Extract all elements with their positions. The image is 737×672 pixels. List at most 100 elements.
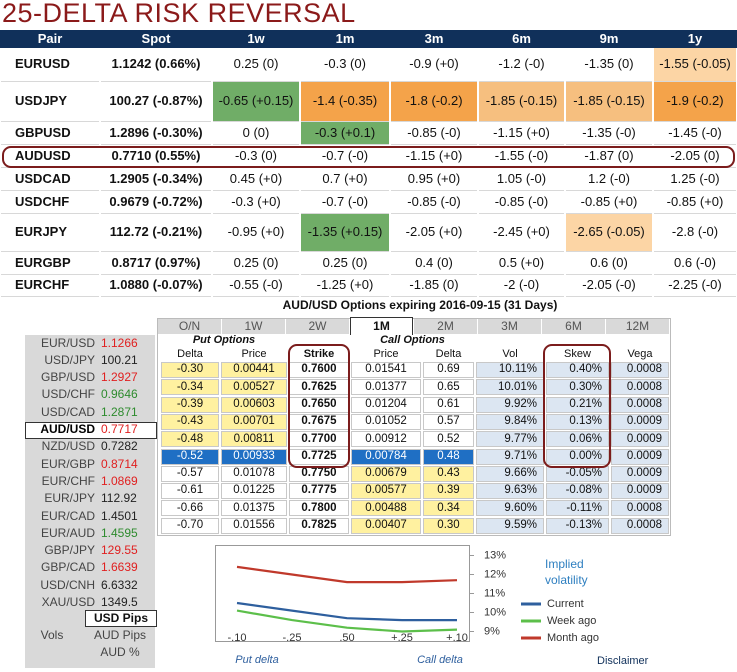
rr-value: -1.87 (0) [566, 145, 652, 168]
y-tick-label: 11% [484, 587, 505, 599]
rate-pair[interactable]: GBP/CAD [40, 560, 95, 575]
options-panel [157, 318, 671, 536]
rr-value: -0.7 (-0) [301, 191, 389, 214]
rate-value: 0.8714 [101, 456, 138, 471]
x-tick-label: -.25 [283, 632, 302, 644]
option-value: 0.69 [423, 362, 474, 378]
option-value: 9.66% [476, 465, 544, 482]
rate-pair[interactable]: EUR/AUD [40, 525, 95, 540]
option-value: 0.57 [423, 413, 474, 430]
rr-value: 1.25 (-0) [654, 168, 736, 191]
expiry-tab[interactable]: 3M [478, 319, 541, 334]
group-header: Call Options [380, 334, 445, 347]
x-axis-label: Call delta [417, 654, 463, 666]
expiry-tab[interactable]: 2M [414, 319, 477, 334]
option-value: 0.0009 [611, 483, 669, 500]
rate-pair[interactable]: AUD/USD [40, 422, 95, 437]
option-value: 0.00527 [221, 379, 287, 396]
rate-pair[interactable]: EUR/USD [40, 335, 95, 350]
strike-highlight [288, 344, 350, 468]
rr-value: -1.35 (+0.15) [301, 214, 389, 252]
rate-value: 1.4501 [101, 508, 138, 523]
option-value: -0.13% [546, 517, 609, 534]
option-value: 9.63% [476, 483, 544, 500]
option-value: 0.0008 [611, 500, 669, 517]
option-value: -0.70 [161, 517, 219, 534]
pair-label: EURCHF [1, 275, 99, 297]
option-value: 0.48 [423, 448, 474, 465]
legend-label: Month ago [547, 632, 599, 644]
expiry-tab[interactable]: 12M [606, 319, 669, 334]
rate-pair[interactable]: EUR/CAD [40, 508, 95, 523]
column-header: Pair [0, 30, 100, 48]
vols-label[interactable]: Vols [40, 627, 64, 642]
rate-pair[interactable]: NZD/USD [41, 439, 95, 454]
column-header: Price [241, 348, 267, 361]
option-value: 0.0009 [611, 431, 669, 448]
x-tick-label: .50 [339, 632, 354, 644]
option-value: 0.00933 [221, 448, 287, 465]
option-value: 0.00603 [221, 396, 287, 413]
rate-pair[interactable]: USD/CAD [40, 404, 95, 419]
rr-value: -0.85 (-0) [391, 191, 477, 214]
option-value: 0.13% [546, 413, 609, 430]
option-value: 0.61 [423, 396, 474, 413]
rr-value: -1.25 (+0) [301, 275, 389, 297]
rate-pair[interactable]: USD/JPY [44, 352, 95, 367]
rr-value: 0 (0) [213, 122, 299, 145]
unit-option[interactable]: AUD % [100, 644, 140, 659]
rr-value: -2.05 (+0) [391, 214, 477, 252]
rate-pair[interactable]: USD/CHF [41, 387, 95, 402]
rate-pair[interactable]: EUR/JPY [44, 491, 95, 506]
rr-value: 112.72 (-0.21%) [101, 214, 211, 252]
column-header: 6m [478, 30, 565, 48]
rate-pair[interactable]: XAU/USD [41, 595, 95, 610]
expiry-tab[interactable]: 1W [222, 319, 285, 334]
rr-value: -0.85 (-0) [391, 122, 477, 145]
expiry-tab[interactable]: 1M [350, 317, 413, 335]
pair-label: EURGBP [1, 252, 99, 275]
rr-value: 0.6 (0) [566, 252, 652, 275]
rr-value: -2 (-0) [479, 275, 564, 297]
option-value: -0.08% [546, 483, 609, 500]
disclaimer-link[interactable]: Disclaimer [597, 655, 649, 667]
option-value: 0.39 [423, 483, 474, 500]
rate-pair[interactable]: EUR/GBP [40, 456, 95, 471]
expiry-tab[interactable]: 2W [286, 319, 349, 334]
option-value: -0.43 [161, 413, 219, 430]
unit-option[interactable]: USD Pips [85, 610, 157, 627]
option-value: -0.52 [161, 448, 219, 465]
column-header: Skew [564, 348, 591, 361]
rr-value: 0.25 (0) [213, 252, 299, 275]
rate-pair[interactable]: USD/CNH [40, 577, 95, 592]
rate-pair[interactable]: EUR/CHF [41, 473, 95, 488]
rr-value: 100.27 (-0.87%) [101, 82, 211, 122]
rr-value: 0.45 (+0) [213, 168, 299, 191]
rate-value: 1.2927 [101, 370, 138, 385]
rr-value: 0.7 (+0) [301, 168, 389, 191]
column-header: Vol [502, 348, 518, 361]
option-value: 0.7650 [289, 396, 349, 413]
selected-rate [25, 421, 157, 439]
rate-pair[interactable]: GBP/JPY [44, 543, 95, 558]
rr-value: -0.85 (-0) [479, 191, 564, 214]
expiry-tab[interactable]: O/N [158, 319, 221, 334]
expiry-tab[interactable]: 6M [542, 319, 605, 334]
rr-value: -0.55 (-0) [213, 275, 299, 297]
option-value: 0.00811 [221, 431, 287, 448]
group-header: Put Options [192, 334, 256, 347]
rate-value: 112.92 [101, 491, 137, 506]
unit-option[interactable]: AUD Pips [93, 627, 146, 642]
rr-value: 1.2 (-0) [566, 168, 652, 191]
pair-label: EURJPY [1, 214, 99, 252]
rate-value: 0.9646 [101, 387, 138, 402]
option-value: 0.7800 [289, 500, 349, 517]
rate-pair[interactable]: GBP/USD [40, 370, 95, 385]
option-value: 0.00407 [351, 517, 421, 534]
option-value: -0.48 [161, 431, 219, 448]
option-value: 9.77% [476, 431, 544, 448]
option-value: 10.01% [476, 379, 544, 396]
option-value: 0.0009 [611, 465, 669, 482]
option-value: 0.7600 [289, 362, 349, 378]
rr-value: -0.95 (+0) [213, 214, 299, 252]
